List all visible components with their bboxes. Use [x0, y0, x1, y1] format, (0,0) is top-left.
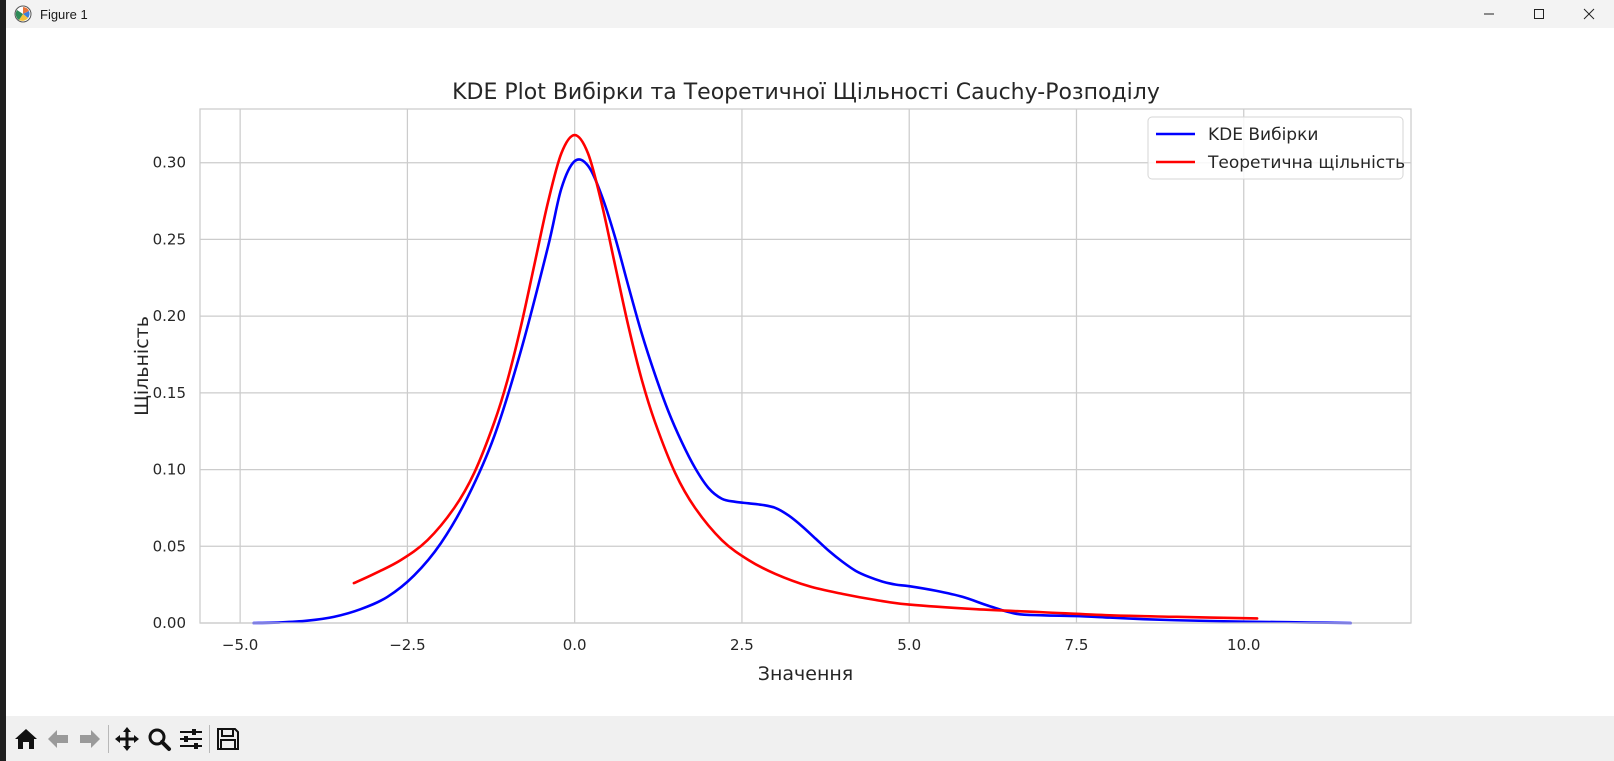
maximize-button[interactable] [1514, 0, 1564, 28]
x-tick-label: 10.0 [1227, 636, 1260, 654]
chart-title: KDE Plot Вибірки та Теоретичної Щільност… [452, 80, 1160, 105]
matplotlib-icon [14, 5, 32, 23]
back-button[interactable] [42, 723, 74, 755]
pan-button[interactable] [111, 723, 143, 755]
y-ticks: 0.00 0.05 0.10 0.15 0.20 0.25 0.30 [153, 154, 186, 632]
x-ticks: −5.0 −2.5 0.0 2.5 5.0 7.5 10.0 [222, 636, 1261, 654]
save-icon [217, 727, 239, 750]
y-tick-label: 0.30 [153, 154, 186, 172]
x-tick-label: −5.0 [222, 636, 258, 654]
legend: KDE Вибірки Теоретична щільність [1147, 116, 1405, 180]
maximize-icon [1534, 9, 1544, 19]
navigation-toolbar [6, 716, 1614, 761]
toolbar-separator [209, 724, 210, 753]
series-line-1 [252, 158, 1353, 625]
zoom-button[interactable] [143, 723, 175, 755]
pan-icon [115, 726, 139, 751]
figure-window: Figure 1 KDE Plot Вибірки та Теоретичної… [6, 0, 1614, 761]
toolbar-separator [108, 724, 109, 753]
save-button[interactable] [212, 723, 244, 755]
plot-area [200, 109, 1411, 623]
home-icon [15, 728, 37, 749]
forward-arrow-icon [80, 729, 100, 748]
y-axis-label: Щільність [131, 316, 153, 416]
desktop-background [0, 0, 6, 761]
minimize-button[interactable] [1464, 0, 1514, 28]
legend-box [1147, 116, 1404, 180]
x-tick-label: 0.0 [563, 636, 587, 654]
window-controls [1464, 0, 1614, 28]
y-tick-label: 0.05 [153, 537, 186, 555]
forward-button[interactable] [74, 723, 106, 755]
minimize-icon [1484, 13, 1494, 15]
x-tick-label: 2.5 [730, 636, 754, 654]
legend-label: Теоретична щільність [1207, 153, 1405, 173]
x-tick-label: 7.5 [1065, 636, 1089, 654]
y-tick-label: 0.10 [153, 461, 186, 479]
home-button[interactable] [10, 723, 42, 755]
configure-subplots-button[interactable] [175, 723, 207, 755]
x-tick-label: −2.5 [389, 636, 425, 654]
y-tick-label: 0.20 [153, 307, 186, 325]
window-title: Figure 1 [40, 6, 88, 22]
close-icon [1583, 8, 1595, 20]
y-tick-label: 0.25 [153, 230, 186, 248]
configure-subplots-icon [180, 728, 202, 749]
y-tick-label: 0.00 [153, 614, 186, 632]
plot-frame [199, 108, 1412, 624]
kde-chart: KDE Plot Вибірки та Теоретичної Щільност… [131, 80, 1412, 685]
x-tick-label: 5.0 [897, 636, 921, 654]
y-tick-label: 0.15 [153, 384, 186, 402]
back-arrow-icon [48, 729, 68, 748]
legend-label: KDE Вибірки [1208, 125, 1318, 145]
series-lines [252, 133, 1353, 625]
figure-canvas[interactable]: KDE Plot Вибірки та Теоретичної Щільност… [6, 28, 1614, 716]
close-button[interactable] [1564, 0, 1614, 28]
series-line-2 [352, 133, 1259, 620]
x-axis-label: Значення [758, 663, 853, 685]
zoom-icon [148, 728, 171, 751]
title-bar: Figure 1 [6, 0, 1614, 28]
